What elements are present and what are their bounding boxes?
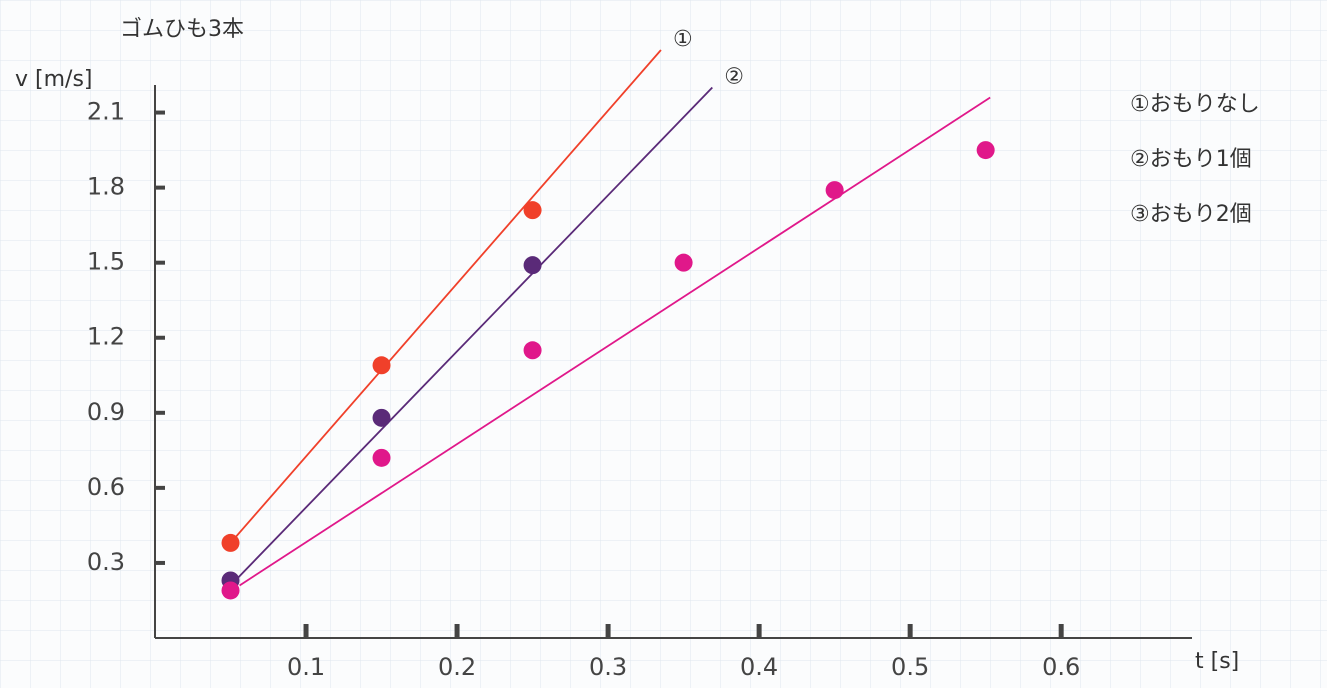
data-point xyxy=(524,256,542,274)
data-point xyxy=(222,581,240,599)
x-tick-label: 0.2 xyxy=(438,653,476,681)
chart-title: ゴムひも3本 xyxy=(120,17,244,42)
data-point xyxy=(373,409,391,427)
x-tick-label: 0.1 xyxy=(287,653,325,681)
y-tick-label: 1.8 xyxy=(87,173,125,201)
x-tick-label: 0.3 xyxy=(589,653,627,681)
data-point xyxy=(977,141,995,159)
paper-grid xyxy=(0,0,1327,688)
legend-entry: ③おもり2個 xyxy=(1130,202,1252,227)
x-tick-label: 0.6 xyxy=(1042,653,1080,681)
data-point xyxy=(826,181,844,199)
data-point xyxy=(675,254,693,272)
y-tick-label: 2.1 xyxy=(87,98,125,126)
x-tick-label: 0.5 xyxy=(891,653,929,681)
data-point xyxy=(524,201,542,219)
line-end-label: ② xyxy=(724,65,744,90)
y-tick-label: 1.2 xyxy=(87,323,125,351)
legend-entry: ②おもり1個 xyxy=(1130,147,1252,172)
x-axis-label: t [s] xyxy=(1195,649,1239,674)
y-tick-label: 1.5 xyxy=(87,248,125,276)
data-point xyxy=(524,341,542,359)
data-point xyxy=(373,356,391,374)
y-axis-label: v [m/s] xyxy=(15,67,92,92)
legend-entry: ①おもりなし xyxy=(1130,92,1260,117)
y-tick-label: 0.6 xyxy=(87,473,125,501)
chart: ゴムひも3本 v [m/s] t [s] 0.3 0.6 0.9 1.2 1.5 1.8 2… xyxy=(0,0,1327,688)
y-tick-label: 0.3 xyxy=(87,548,125,576)
data-point xyxy=(373,449,391,467)
page: {"chart_data": {"type": "scatter", "titl… xyxy=(0,0,1327,688)
data-point xyxy=(222,534,240,552)
line-end-label: ① xyxy=(673,27,693,52)
x-tick-label: 0.4 xyxy=(740,653,778,681)
y-tick-label: 0.9 xyxy=(87,398,125,426)
